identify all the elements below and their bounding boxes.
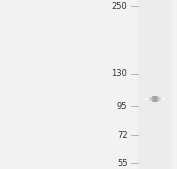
- Bar: [157, 96, 158, 102]
- Bar: [151, 97, 152, 101]
- Bar: [162, 98, 163, 101]
- Bar: [164, 98, 165, 100]
- Bar: [154, 96, 155, 102]
- Bar: [158, 97, 159, 101]
- Bar: [148, 98, 149, 101]
- Bar: [156, 96, 157, 102]
- Text: 95: 95: [117, 102, 127, 111]
- Bar: [145, 98, 146, 100]
- Bar: [146, 98, 147, 100]
- Bar: [138, 0, 172, 169]
- Text: 72: 72: [117, 131, 127, 140]
- Bar: [155, 96, 156, 102]
- Bar: [153, 96, 154, 102]
- Text: 250: 250: [112, 2, 127, 10]
- Bar: [150, 97, 151, 101]
- Bar: [163, 98, 164, 100]
- Bar: [159, 97, 160, 101]
- Bar: [147, 98, 148, 101]
- Text: 55: 55: [117, 159, 127, 168]
- Bar: [152, 96, 153, 102]
- Text: 130: 130: [112, 69, 127, 78]
- Bar: [160, 97, 161, 101]
- Bar: [149, 97, 150, 101]
- Bar: [161, 98, 162, 101]
